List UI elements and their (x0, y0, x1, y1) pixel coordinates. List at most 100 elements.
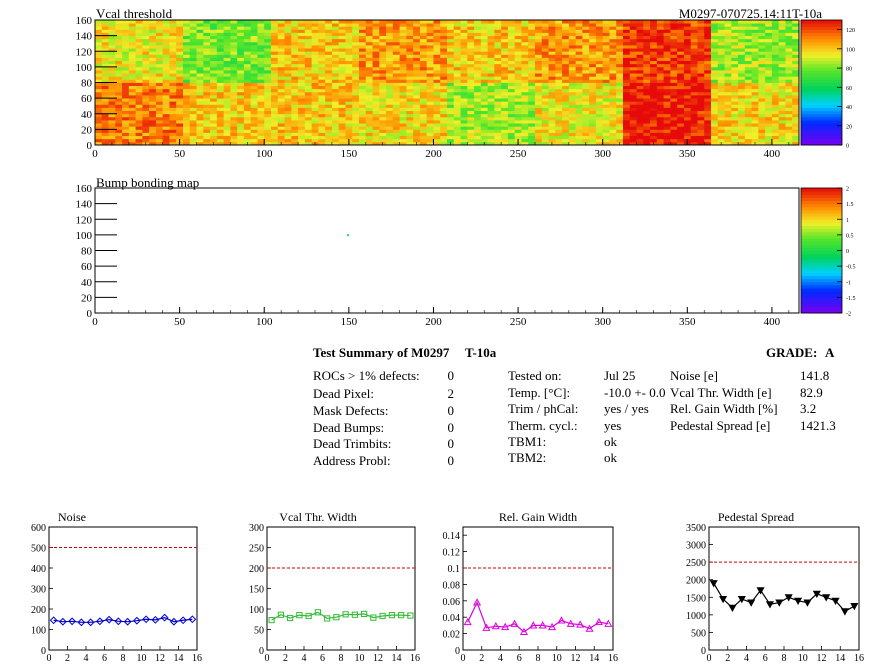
heatmap-cell (142, 113, 150, 118)
heatmap-cell (426, 107, 434, 112)
heatmap-cell (419, 129, 428, 133)
heatmap-cell (189, 51, 197, 55)
heatmap-cell (426, 141, 434, 146)
heatmap-cell (785, 32, 793, 37)
heatmap-cell (744, 132, 753, 137)
heatmap-cell (453, 107, 461, 112)
heatmap-cell (284, 138, 292, 143)
heatmap-cell (738, 138, 746, 143)
heatmap-cell (155, 60, 164, 65)
heatmap-cell (704, 26, 712, 30)
heatmap-cell (257, 88, 265, 93)
heatmap-cell (623, 123, 631, 127)
heatmap-cell (650, 29, 658, 33)
heatmap-cell (352, 45, 360, 49)
heatmap-cell (122, 76, 130, 80)
heatmap-cell (108, 35, 116, 40)
heatmap-cell (717, 132, 725, 137)
heatmap-cell (460, 66, 468, 71)
heatmap-cell (683, 101, 692, 105)
heatmap-cell (183, 73, 191, 77)
heatmap-cell (216, 104, 225, 108)
heatmap-cell (487, 26, 495, 30)
heatmap-cell (237, 63, 245, 68)
heatmap-cell (243, 104, 252, 108)
heatmap-cell (271, 70, 279, 74)
heatmap-cell (751, 20, 759, 24)
heatmap-cell (189, 45, 197, 49)
heatmap-cell (595, 110, 604, 115)
heatmap-cell (399, 98, 407, 102)
colorbar-tick-label: 40 (846, 105, 852, 111)
heatmap-cell (372, 85, 380, 90)
heatmap-cell (474, 32, 482, 37)
heatmap-cell (291, 129, 299, 133)
heatmap-cell (514, 20, 522, 24)
heatmap-cell (243, 129, 252, 133)
heatmap-cell (501, 63, 509, 68)
heatmap-cell (636, 57, 644, 62)
heatmap-cell (623, 45, 631, 49)
heatmap-cell (413, 57, 421, 62)
heatmap-cell (677, 63, 685, 68)
heatmap-cell (189, 129, 197, 133)
heatmap-cell (650, 123, 658, 127)
y-tick-label: 600 (31, 523, 46, 534)
heatmap-cell (663, 138, 671, 143)
heatmap-cell (460, 32, 468, 37)
heatmap-cell (298, 66, 306, 71)
heatmap-cell (643, 123, 651, 127)
heatmap-cell (724, 76, 732, 80)
heatmap-cell (365, 141, 373, 146)
heatmap-cell (115, 126, 123, 130)
heatmap-cell (345, 20, 353, 24)
y-tick-label: 100 (249, 605, 264, 616)
heatmap-cell (250, 132, 258, 137)
heatmap-cell (697, 85, 705, 90)
heatmap-cell (623, 26, 631, 30)
heatmap-cell (487, 60, 495, 65)
heatmap-cell (162, 91, 170, 96)
heatmap-cell (765, 104, 773, 108)
heatmap-cell (419, 48, 428, 52)
heatmap-cell (474, 88, 482, 93)
heatmap-cell (528, 29, 536, 33)
heatmap-cell (338, 23, 346, 27)
heatmap-cell (149, 60, 157, 65)
heatmap-cell (318, 51, 326, 55)
heatmap-cell (650, 63, 658, 68)
y-tick-label: 100 (31, 626, 46, 637)
heatmap-cell (203, 32, 211, 37)
heatmap-cell (189, 23, 197, 27)
heatmap-cell (494, 110, 502, 115)
heatmap-cell (359, 20, 367, 24)
heatmap-cell (155, 54, 164, 58)
summary-value: 0 (447, 436, 455, 451)
heatmap-cell (392, 76, 401, 80)
heatmap-cell (359, 110, 367, 115)
heatmap-cell (447, 110, 455, 115)
heatmap-cell (162, 85, 170, 90)
heatmap-cell (162, 129, 170, 133)
heatmap-cell (189, 38, 197, 43)
x-tick-label: 6 (517, 653, 522, 664)
heatmap-cell (453, 45, 461, 49)
heatmap-cell (183, 51, 191, 55)
heatmap-cell (568, 132, 577, 137)
heatmap-cell (683, 113, 692, 118)
heatmap-cell (223, 23, 231, 27)
heatmap-cell (331, 60, 340, 65)
heatmap-cell (413, 85, 421, 90)
data-point (765, 601, 774, 609)
heatmap-cell (717, 76, 725, 80)
heatmap-cell (480, 38, 489, 43)
heatmap-cell (535, 91, 543, 96)
heatmap-cell (325, 60, 333, 65)
heatmap-cell (521, 135, 529, 140)
heatmap-cell (738, 76, 746, 80)
heatmap-cell (609, 48, 617, 52)
heatmap-cell (467, 57, 475, 62)
heatmap-cell (345, 45, 353, 49)
heatmap-cell (189, 60, 197, 65)
